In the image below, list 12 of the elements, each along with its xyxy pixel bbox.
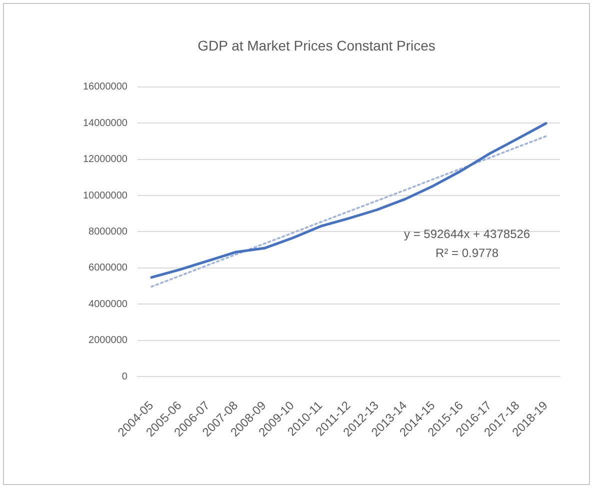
annotation: y = 592644x + 4378526 [404,226,530,241]
y-tick-label: 16000000 [82,82,128,93]
y-tick-label: 2000000 [88,335,128,346]
y-tick-label: 6000000 [88,262,128,274]
chart-title: GDP at Market Prices Constant Prices [198,37,436,54]
y-tick-label: 0 [122,371,128,382]
y-tick-label: 12000000 [82,154,128,166]
y-tick-label: 8000000 [88,226,128,238]
annotation: R² = 0.9778 [436,246,499,260]
y-tick-label: 10000000 [82,190,128,202]
y-tick-label: 14000000 [82,118,128,129]
y-tick-label: 4000000 [88,298,128,310]
